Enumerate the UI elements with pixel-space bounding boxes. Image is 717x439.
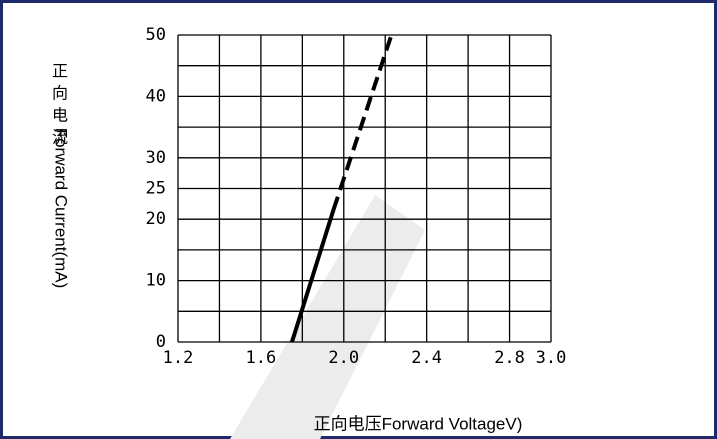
y-tick-label: 0 <box>156 332 166 352</box>
data-line <box>331 34 394 211</box>
watermark <box>230 195 425 439</box>
y-axis-label-cn: 向 <box>52 84 68 103</box>
x-tick-label: 3.0 <box>536 348 567 368</box>
y-tick-label: 20 <box>146 209 166 229</box>
data-line <box>290 209 336 343</box>
y-axis-label-cn: 正 <box>52 62 68 81</box>
y-tick-label: 10 <box>146 271 166 291</box>
y-axis-label-cn: 电 <box>52 106 68 125</box>
y-tick-label: 50 <box>146 25 166 45</box>
y-tick-label: 30 <box>146 148 166 168</box>
x-tick-label: 2.8 <box>494 348 525 368</box>
y-axis-label-cn: 流 <box>52 128 68 147</box>
x-tick-label: 1.2 <box>163 348 194 368</box>
x-tick-label: 1.6 <box>246 348 277 368</box>
x-tick-label: 2.4 <box>411 348 442 368</box>
x-axis-label: 正向电压Forward VoltageV) <box>314 414 523 433</box>
y-axis-label: Forward Current(mA) <box>52 128 71 289</box>
y-tick-label: 25 <box>146 179 166 199</box>
y-tick-label: 40 <box>146 86 166 106</box>
x-tick-label: 2.0 <box>328 348 359 368</box>
